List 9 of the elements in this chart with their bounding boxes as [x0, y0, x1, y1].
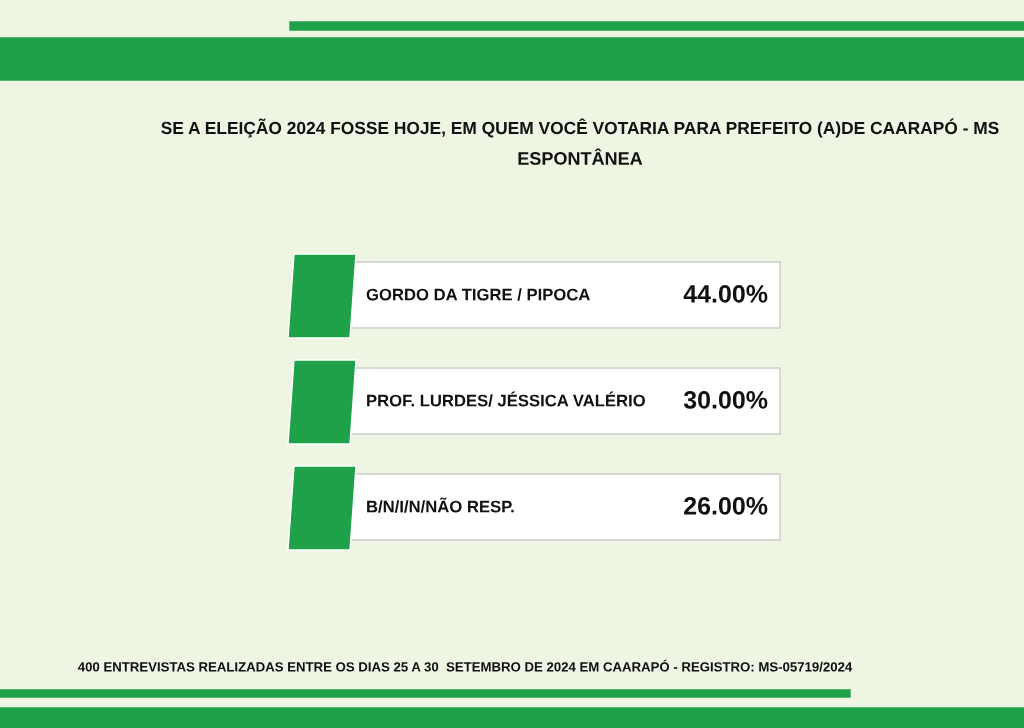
- category-label: GORDO DA TIGRE / PIPOCA: [366, 288, 590, 301]
- text: SE A ELEIÇÃO 2024 FOSSE HOJE, EM QUEM VOCÊ VOTARIA PARA PREFEITO (A)DE CAARAPÓ - MS: [161, 118, 999, 138]
- category-label: B/N/I/N/NÃO RESP.: [367, 497, 514, 513]
- text: 400 ENTREVISTAS REALIZADAS ENTRE OS DIAS 25 A 30 SETEMBRO DE 2024 EM CAARAPÓ - REGISTRO: MS-05719/2024: [77, 659, 853, 672]
- data-label: 44.00%: [683, 285, 768, 303]
- data-label: 26.00%: [684, 497, 768, 515]
- data-label: 30.00%: [683, 391, 768, 409]
- text: ESPONTÂNEA: [518, 148, 643, 165]
- category-label: PROF. LURDES/ JÉSSICA VALÉRIO: [367, 391, 645, 407]
